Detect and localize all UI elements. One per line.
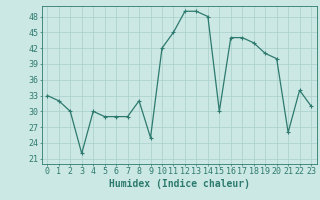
X-axis label: Humidex (Indice chaleur): Humidex (Indice chaleur)	[109, 179, 250, 189]
